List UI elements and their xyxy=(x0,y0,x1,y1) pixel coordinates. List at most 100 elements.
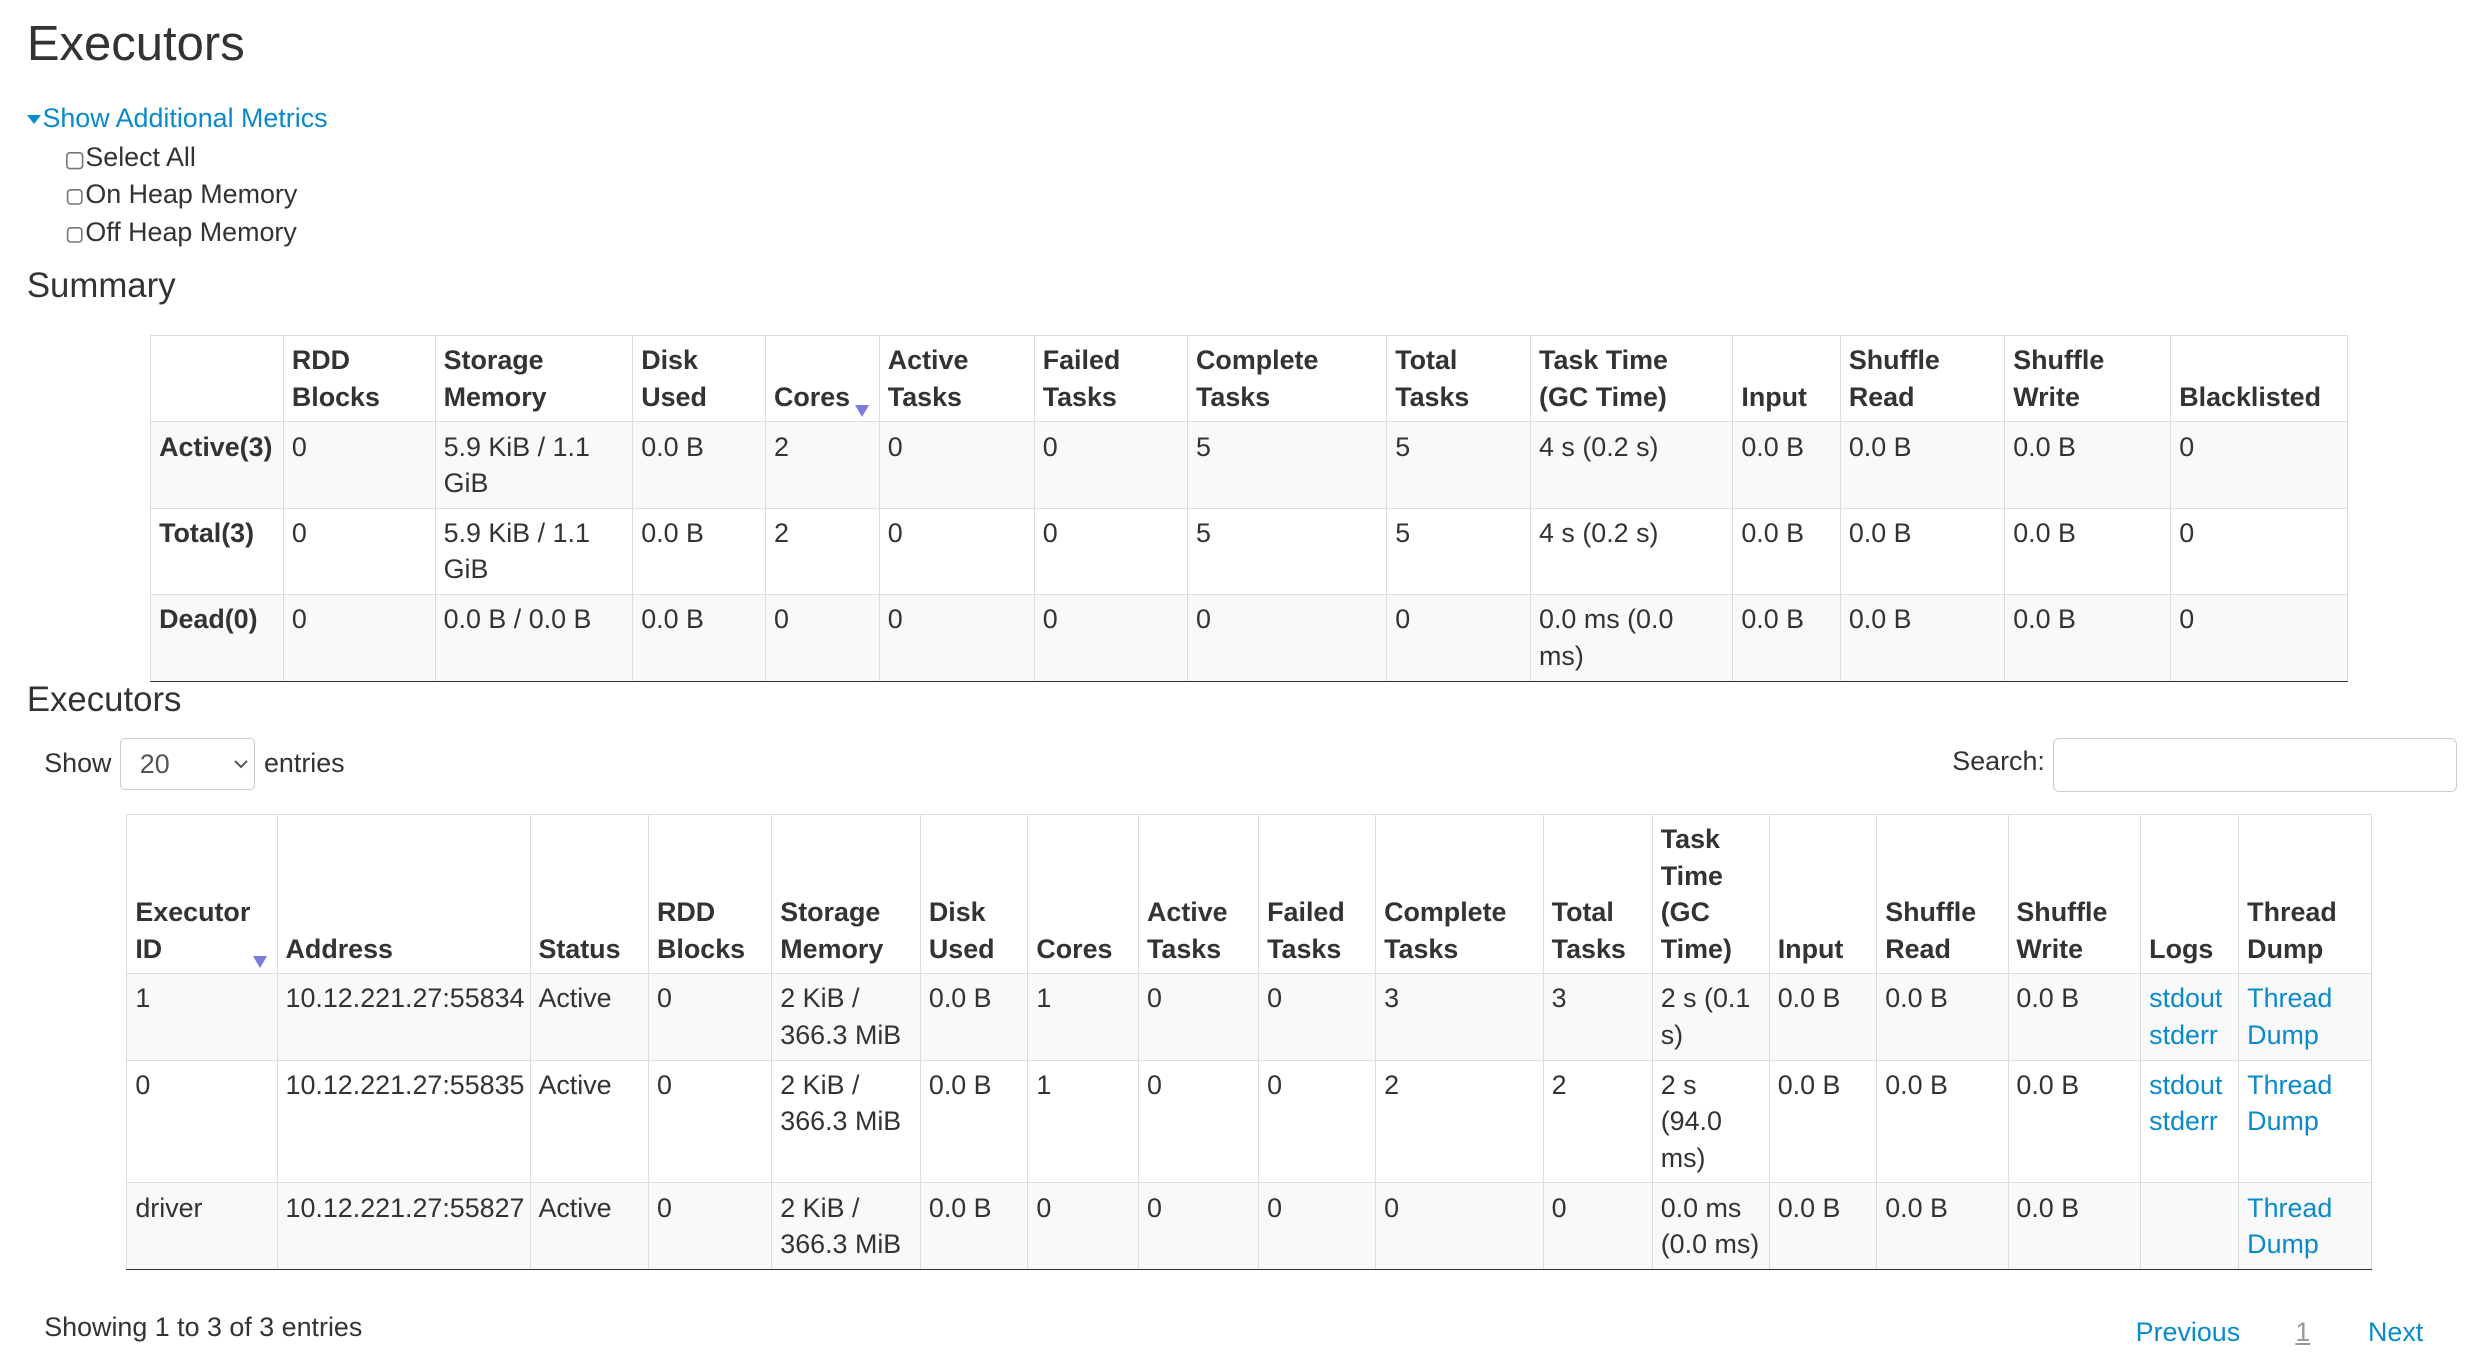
column-header-storage-memory[interactable]: Storage Memory xyxy=(771,814,921,975)
search-input[interactable] xyxy=(2053,738,2457,793)
column-header-active-tasks[interactable]: Active Tasks xyxy=(1138,814,1260,975)
page-title: Executors xyxy=(26,16,245,71)
cell-storage-memory: 0.0 B / 0.0 B xyxy=(434,594,634,682)
checkbox-label: Select All xyxy=(85,142,196,173)
column-header-rdd-blocks[interactable]: RDD Blocks xyxy=(648,814,773,975)
cell-shuffle-write: 0.0 B xyxy=(2004,594,2172,682)
select-all-checkbox[interactable]: Select All xyxy=(66,142,196,173)
cell-storage-memory: 5.9 KiB / 1.1 GiB xyxy=(434,421,634,509)
cell-complete-tasks: 5 xyxy=(1187,507,1388,596)
executors-table: Executor ID Address Status RDD Blocks Storag… xyxy=(126,814,2373,1270)
cell-failed-tasks: 0 xyxy=(1033,421,1189,509)
cell-logs xyxy=(2140,1182,2240,1270)
column-header-cores[interactable]: Cores xyxy=(765,335,880,423)
show-additional-metrics-toggle[interactable]: Show Additional Metrics xyxy=(26,102,328,134)
column-header-executor-id[interactable]: Executor ID xyxy=(126,814,278,975)
thread-dump-link[interactable]: Thread Dump xyxy=(2247,1069,2333,1137)
column-header-rdd-blocks[interactable]: RDD Blocks xyxy=(282,335,436,423)
checkbox[interactable] xyxy=(66,226,84,244)
column-header-logs[interactable]: Logs xyxy=(2140,814,2240,975)
column-header-total-tasks[interactable]: Total Tasks xyxy=(1542,814,1653,975)
column-header-storage-memory[interactable]: Storage Memory xyxy=(434,335,634,423)
cell-input: 0.0 B xyxy=(1768,973,1878,1061)
search-label: Search: xyxy=(1952,746,2045,777)
cell-disk-used: 0.0 B xyxy=(919,1059,1029,1184)
column-header-input[interactable]: Input xyxy=(1768,814,1878,975)
cell-shuffle-write: 0.0 B xyxy=(2004,507,2172,596)
stdout-link[interactable]: stdout xyxy=(2149,983,2223,1014)
column-header-shuffle-write[interactable]: Shuffle Write xyxy=(2007,814,2142,975)
cell-address: 10.12.221.27:55827 xyxy=(276,1182,531,1270)
cell-cores: 1 xyxy=(1027,1059,1140,1184)
cell-label: Active(3) xyxy=(150,421,284,509)
on-heap-memory-checkbox[interactable]: On Heap Memory xyxy=(66,179,297,210)
column-header-thread-dump[interactable]: Thread Dump xyxy=(2238,814,2373,975)
column-header-disk-used[interactable]: Disk Used xyxy=(632,335,767,423)
cell-rdd-blocks: 0 xyxy=(648,1182,773,1270)
next-page-button[interactable]: Next xyxy=(2368,1316,2424,1347)
column-header-complete-tasks[interactable]: Complete Tasks xyxy=(1187,335,1388,423)
cell-total-tasks: 2 xyxy=(1542,1059,1653,1184)
cell-shuffle-read: 0.0 B xyxy=(1839,594,2006,682)
entries-per-page-select[interactable]: 20 xyxy=(120,738,255,791)
stderr-link[interactable]: stderr xyxy=(2149,1106,2218,1137)
column-header-total-tasks[interactable]: Total Tasks xyxy=(1386,335,1532,423)
column-header-shuffle-read[interactable]: Shuffle Read xyxy=(1839,335,2006,423)
cell-executor-id: driver xyxy=(126,1182,278,1270)
column-header-disk-used[interactable]: Disk Used xyxy=(919,814,1029,975)
cell-cores: 0 xyxy=(765,594,880,682)
cell-executor-id: 0 xyxy=(126,1059,278,1184)
cell-task-time-gc-time: 0.0 ms (0.0 ms) xyxy=(1651,1182,1770,1270)
cell-shuffle-write: 0.0 B xyxy=(2007,973,2142,1061)
stdout-link[interactable]: stdout xyxy=(2149,1069,2223,1100)
column-header-failed-tasks[interactable]: Failed Tasks xyxy=(1033,335,1189,423)
previous-page-button[interactable]: Previous xyxy=(2135,1316,2241,1347)
column-header-blank xyxy=(150,335,284,423)
checkbox[interactable] xyxy=(66,152,84,170)
cell-disk-used: 0.0 B xyxy=(919,1182,1029,1270)
column-header-shuffle-write[interactable]: Shuffle Write xyxy=(2004,335,2172,423)
cell-total-tasks: 5 xyxy=(1386,421,1532,509)
cell-rdd-blocks: 0 xyxy=(282,594,436,682)
thread-dump-link[interactable]: Thread Dump xyxy=(2247,1192,2333,1259)
column-header-complete-tasks[interactable]: Complete Tasks xyxy=(1375,814,1544,975)
cell-storage-memory: 2 KiB / 366.3 MiB xyxy=(771,973,921,1061)
cell-shuffle-read: 0.0 B xyxy=(1839,421,2006,509)
cell-complete-tasks: 0 xyxy=(1187,594,1388,682)
show-label: Show xyxy=(44,747,112,778)
table-info: Showing 1 to 3 of 3 entries xyxy=(44,1312,363,1343)
cell-task-time-gc-time: 4 s (0.2 s) xyxy=(1530,507,1734,596)
column-header-input[interactable]: Input xyxy=(1732,335,1841,423)
column-header-failed-tasks[interactable]: Failed Tasks xyxy=(1258,814,1377,975)
checkbox[interactable] xyxy=(66,188,84,206)
cell-storage-memory: 2 KiB / 366.3 MiB xyxy=(771,1182,921,1270)
cell-address: 10.12.221.27:55834 xyxy=(276,973,531,1061)
column-header-active-tasks[interactable]: Active Tasks xyxy=(878,335,1035,423)
cell-storage-memory: 2 KiB / 366.3 MiB xyxy=(771,1059,921,1184)
column-header-task-time-gc-time[interactable]: Task Time (GC Time) xyxy=(1530,335,1734,423)
stderr-link[interactable]: stderr xyxy=(2149,1019,2218,1050)
column-header-cores[interactable]: Cores xyxy=(1027,814,1140,975)
cell-input: 0.0 B xyxy=(1732,594,1841,682)
sort-asc-icon xyxy=(253,956,268,968)
page-1-button[interactable]: 1 xyxy=(2295,1316,2311,1347)
cell-failed-tasks: 0 xyxy=(1258,973,1377,1061)
cell-total-tasks: 0 xyxy=(1386,594,1532,682)
thread-dump-link[interactable]: Thread Dump xyxy=(2247,983,2333,1050)
cell-disk-used: 0.0 B xyxy=(632,507,767,596)
cell-rdd-blocks: 0 xyxy=(282,421,436,509)
column-header-blacklisted[interactable]: Blacklisted xyxy=(2170,335,2349,423)
cell-input: 0.0 B xyxy=(1768,1182,1878,1270)
cell-failed-tasks: 0 xyxy=(1033,507,1189,596)
cell-storage-memory: 5.9 KiB / 1.1 GiB xyxy=(434,507,634,596)
cell-thread-dump: Thread Dump xyxy=(2238,973,2373,1061)
cell-rdd-blocks: 0 xyxy=(648,973,773,1061)
cell-task-time-gc-time: 4 s (0.2 s) xyxy=(1530,421,1734,509)
off-heap-memory-checkbox[interactable]: Off Heap Memory xyxy=(66,217,297,248)
show-additional-metrics-link[interactable]: Show Additional Metrics xyxy=(42,102,328,133)
cell-active-tasks: 0 xyxy=(1138,973,1260,1061)
column-header-shuffle-read[interactable]: Shuffle Read xyxy=(1876,814,2009,975)
column-header-status[interactable]: Status xyxy=(529,814,650,975)
column-header-address[interactable]: Address xyxy=(276,814,531,975)
column-header-task-time-gc-time[interactable]: Task Time (GC Time) xyxy=(1651,814,1770,975)
